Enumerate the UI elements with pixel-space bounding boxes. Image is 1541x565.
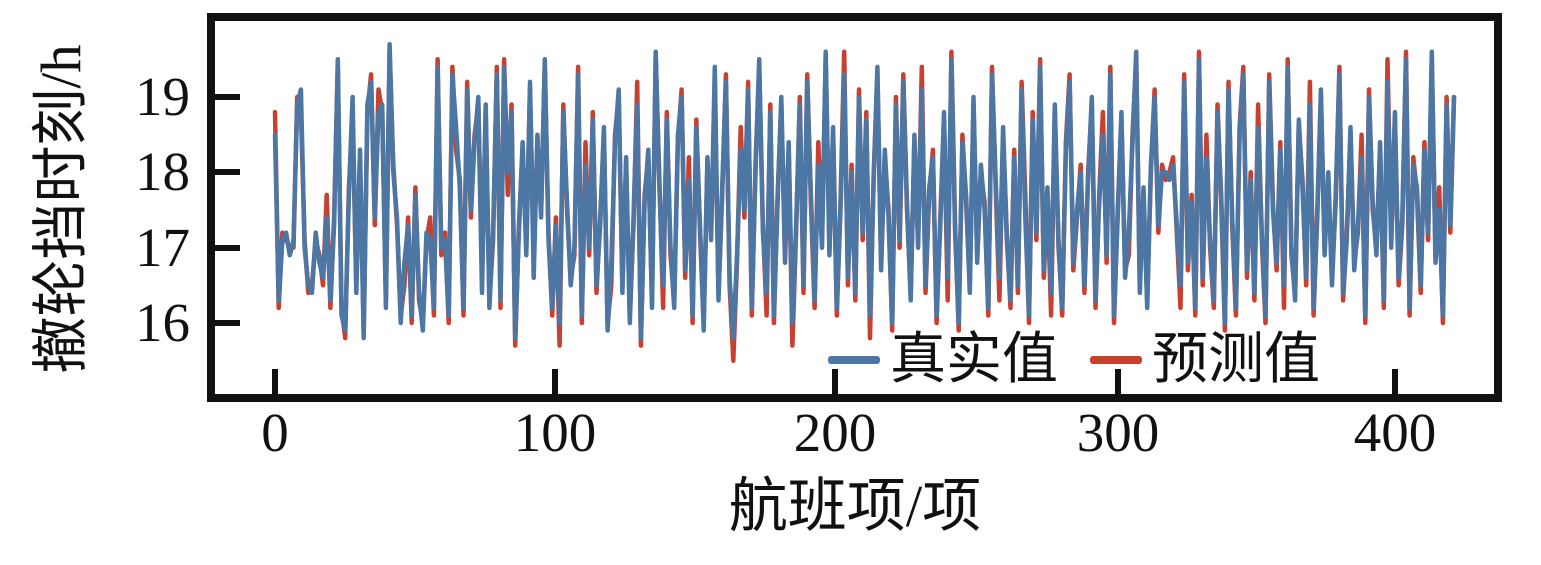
- y-tick-label: 19: [135, 66, 190, 127]
- series-layer: [272, 42, 1457, 363]
- legend: 真实值 预测值: [828, 331, 1320, 389]
- legend-item-pred: 预测值: [1090, 331, 1320, 389]
- y-tick-label: 18: [135, 141, 190, 202]
- plot-frame: [207, 13, 1502, 402]
- x-tick-label: 300: [1076, 402, 1160, 463]
- legend-item-true: 真实值: [828, 331, 1058, 389]
- legend-label-true: 真实值: [890, 329, 1058, 391]
- x-tick-label: 400: [1353, 402, 1437, 463]
- y-tick-label: 17: [135, 217, 190, 278]
- y-tick-label: 16: [135, 292, 190, 353]
- pred-series-line-swatch-icon: [1090, 356, 1142, 364]
- series-line-true: [272, 42, 1457, 341]
- x-tick-label: 200: [793, 402, 877, 463]
- x-tick-label: 0: [261, 402, 289, 463]
- true-series-line-swatch-icon: [828, 356, 880, 364]
- x-axis-title: 航班项/项: [728, 473, 982, 539]
- x-tick-label: 100: [513, 402, 597, 463]
- legend-label-pred: 预测值: [1152, 329, 1320, 391]
- y-axis-title: 撤轮挡时刻/h: [30, 44, 93, 374]
